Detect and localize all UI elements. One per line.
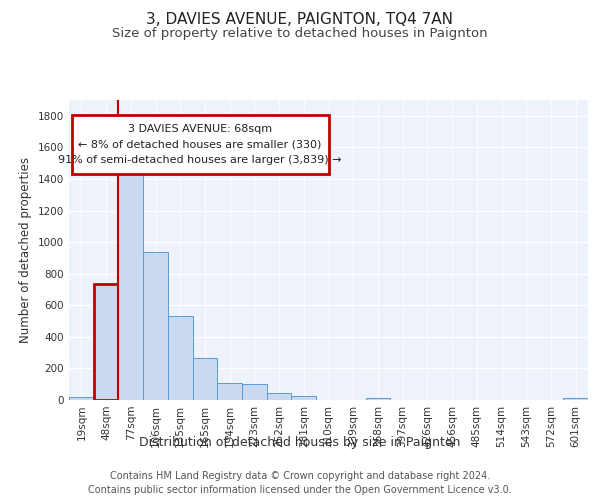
Bar [267,393,292,400]
Bar [563,398,588,400]
Text: Size of property relative to detached houses in Paignton: Size of property relative to detached ho… [112,28,488,40]
FancyBboxPatch shape [71,115,329,174]
Bar [94,284,118,400]
Y-axis label: Number of detached properties: Number of detached properties [19,157,32,343]
Bar [365,398,390,400]
Bar [292,396,316,400]
Bar [193,358,217,400]
Bar [168,316,193,400]
Text: 3, DAVIES AVENUE, PAIGNTON, TQ4 7AN: 3, DAVIES AVENUE, PAIGNTON, TQ4 7AN [146,12,454,28]
Text: Distribution of detached houses by size in Paignton: Distribution of detached houses by size … [139,436,461,449]
Bar [118,174,143,400]
Bar [69,397,94,400]
Text: Contains HM Land Registry data © Crown copyright and database right 2024.
Contai: Contains HM Land Registry data © Crown c… [88,471,512,495]
Text: 3 DAVIES AVENUE: 68sqm
← 8% of detached houses are smaller (330)
91% of semi-det: 3 DAVIES AVENUE: 68sqm ← 8% of detached … [58,124,342,165]
Bar [242,384,267,400]
Bar [143,252,168,400]
Bar [217,382,242,400]
